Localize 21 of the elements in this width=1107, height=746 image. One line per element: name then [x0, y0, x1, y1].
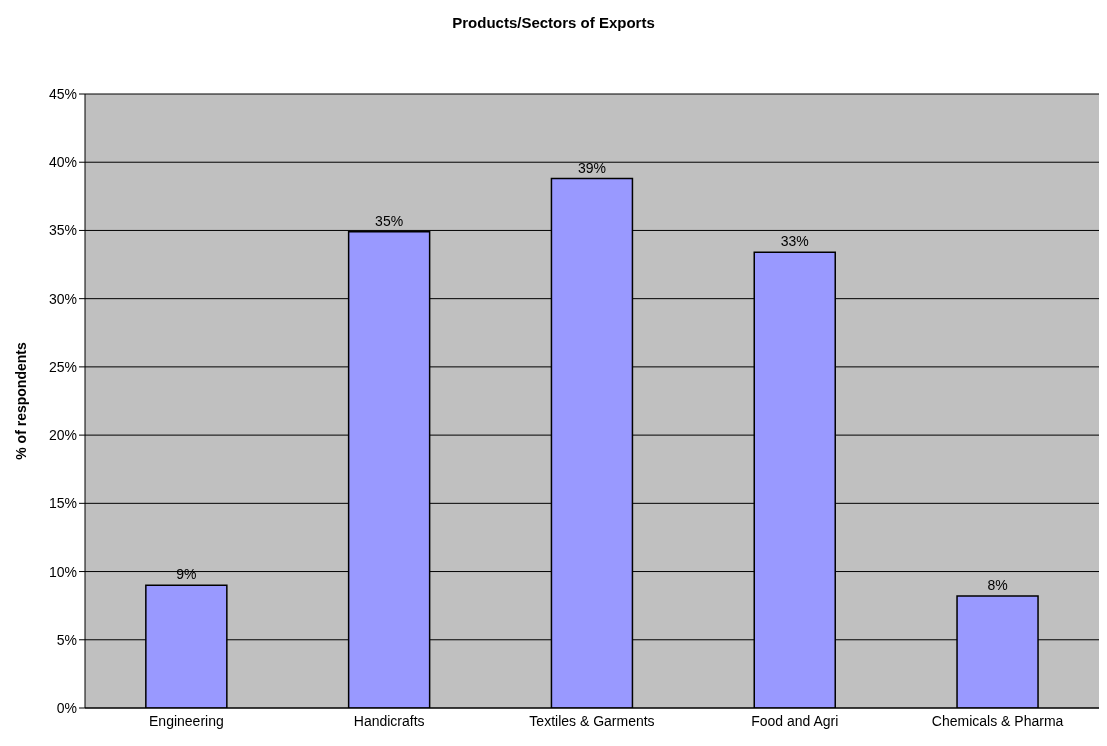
y-tick-label: 0%	[56, 699, 77, 716]
y-tick-label: 25%	[48, 358, 77, 375]
y-tick-label: 30%	[48, 290, 77, 307]
y-tick-label: 45%	[48, 85, 77, 102]
data-label: 35%	[375, 212, 404, 229]
y-tick-label: 15%	[48, 495, 77, 512]
x-tick-label: Handicrafts	[353, 712, 425, 729]
data-label: 33%	[780, 233, 809, 250]
x-tick-label: Chemicals & Pharma	[931, 712, 1064, 729]
x-tick-label: Food and Agri	[751, 712, 839, 729]
y-axis-title: % of respondents	[12, 342, 29, 460]
data-label: 39%	[577, 159, 606, 176]
y-tick-label: 40%	[48, 154, 77, 171]
x-tick-label: Textiles & Garments	[529, 712, 655, 729]
y-tick-label: 10%	[48, 563, 77, 580]
x-tick-label: Engineering	[149, 712, 224, 729]
y-tick-label: 5%	[56, 631, 77, 648]
y-tick-label: 35%	[48, 222, 77, 239]
data-label: 8%	[987, 577, 1008, 594]
y-tick-label: 20%	[48, 427, 77, 444]
chart-title: Products/Sectors of Exports	[451, 13, 656, 33]
